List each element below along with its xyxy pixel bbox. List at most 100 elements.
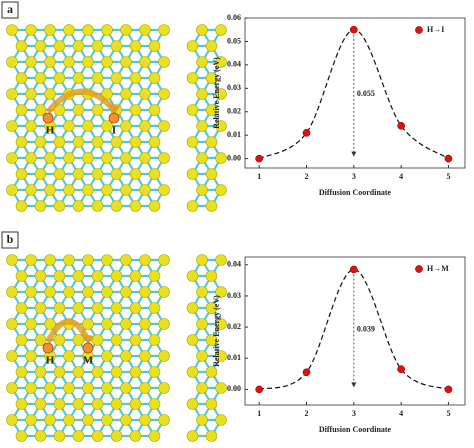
- atom: [196, 286, 208, 298]
- atom: [72, 200, 85, 212]
- y-tick-label: 0.03: [227, 291, 241, 300]
- atom: [139, 254, 151, 266]
- atom: [82, 382, 94, 394]
- atom: [139, 24, 151, 36]
- atom: [148, 40, 161, 52]
- atom: [186, 104, 199, 116]
- panel-label: b: [7, 232, 14, 246]
- atom: [6, 152, 18, 164]
- atom: [158, 88, 170, 100]
- atom: [44, 286, 56, 298]
- atom: [25, 152, 37, 164]
- atom: [53, 398, 66, 410]
- site-label: I: [112, 125, 116, 137]
- panel-label: a: [7, 2, 13, 16]
- atom: [25, 120, 37, 132]
- atom: [148, 270, 161, 282]
- atom: [158, 414, 170, 426]
- y-tick-label: 0.04: [227, 60, 241, 69]
- atom: [72, 334, 85, 346]
- atom: [82, 56, 94, 68]
- fit-curve: [258, 268, 449, 391]
- atom: [44, 382, 56, 394]
- crystal: [6, 254, 227, 442]
- atom: [148, 200, 161, 212]
- atom: [63, 414, 75, 426]
- atom: [72, 430, 85, 442]
- atom: [44, 318, 56, 330]
- x-tick-label: 4: [399, 409, 403, 418]
- atom: [205, 104, 218, 116]
- arrow-head: [108, 104, 120, 115]
- atom: [120, 24, 132, 36]
- atom: [205, 270, 218, 282]
- atom: [15, 136, 28, 148]
- atom: [6, 184, 18, 196]
- atom: [25, 286, 37, 298]
- migration-arrow: [45, 88, 117, 114]
- x-tick-label: 5: [446, 409, 450, 418]
- atom: [110, 200, 123, 212]
- barrier-arrow-head: [351, 382, 357, 388]
- atom: [72, 366, 85, 378]
- atom: [91, 168, 104, 180]
- atom: [101, 318, 113, 330]
- atom: [129, 40, 142, 52]
- atom: [158, 56, 170, 68]
- atom: [205, 200, 218, 212]
- atom: [25, 254, 37, 266]
- atom: [139, 286, 151, 298]
- atom: [101, 254, 113, 266]
- atom: [53, 40, 66, 52]
- plot-frame: [244, 256, 466, 406]
- atom: [205, 302, 218, 314]
- y-axis-label: Relative Energy (eV): [212, 295, 221, 367]
- atom: [110, 72, 123, 84]
- atom: [139, 152, 151, 164]
- atom: [82, 286, 94, 298]
- atom: [205, 366, 218, 378]
- atom: [196, 120, 208, 132]
- atom: [6, 254, 18, 266]
- atom: [158, 152, 170, 164]
- atom: [44, 88, 56, 100]
- atom: [101, 24, 113, 36]
- x-axis-label: Diffusion Coordinate: [319, 188, 392, 197]
- plot-frame: [244, 17, 466, 169]
- atom: [53, 270, 66, 282]
- atom: [205, 72, 218, 84]
- site: [42, 112, 54, 124]
- atom: [186, 302, 199, 314]
- atom: [72, 398, 85, 410]
- x-tick-label: 5: [446, 172, 450, 181]
- y-tick-label: 0.02: [227, 322, 241, 331]
- atom: [91, 398, 104, 410]
- annotation: 0.055: [357, 89, 375, 98]
- atom: [72, 104, 85, 116]
- atom: [6, 56, 18, 68]
- arrow-head: [82, 334, 94, 345]
- site: [108, 112, 120, 124]
- atom: [15, 398, 28, 410]
- site-label: H: [46, 355, 55, 367]
- atom: [63, 286, 75, 298]
- atom: [25, 350, 37, 362]
- atom: [120, 350, 132, 362]
- atom: [101, 286, 113, 298]
- x-tick-label: 4: [399, 172, 403, 181]
- atom: [110, 168, 123, 180]
- atom: [215, 318, 227, 330]
- x-axis-label: Diffusion Coordinate: [319, 425, 392, 434]
- atom: [34, 72, 47, 84]
- atom: [63, 152, 75, 164]
- site: [42, 342, 54, 354]
- atom: [34, 40, 47, 52]
- atom: [196, 24, 208, 36]
- atom: [72, 136, 85, 148]
- x-tick-label: 3: [352, 172, 356, 181]
- atom: [34, 430, 47, 442]
- atom: [15, 366, 28, 378]
- atom: [129, 302, 142, 314]
- atom: [34, 104, 47, 116]
